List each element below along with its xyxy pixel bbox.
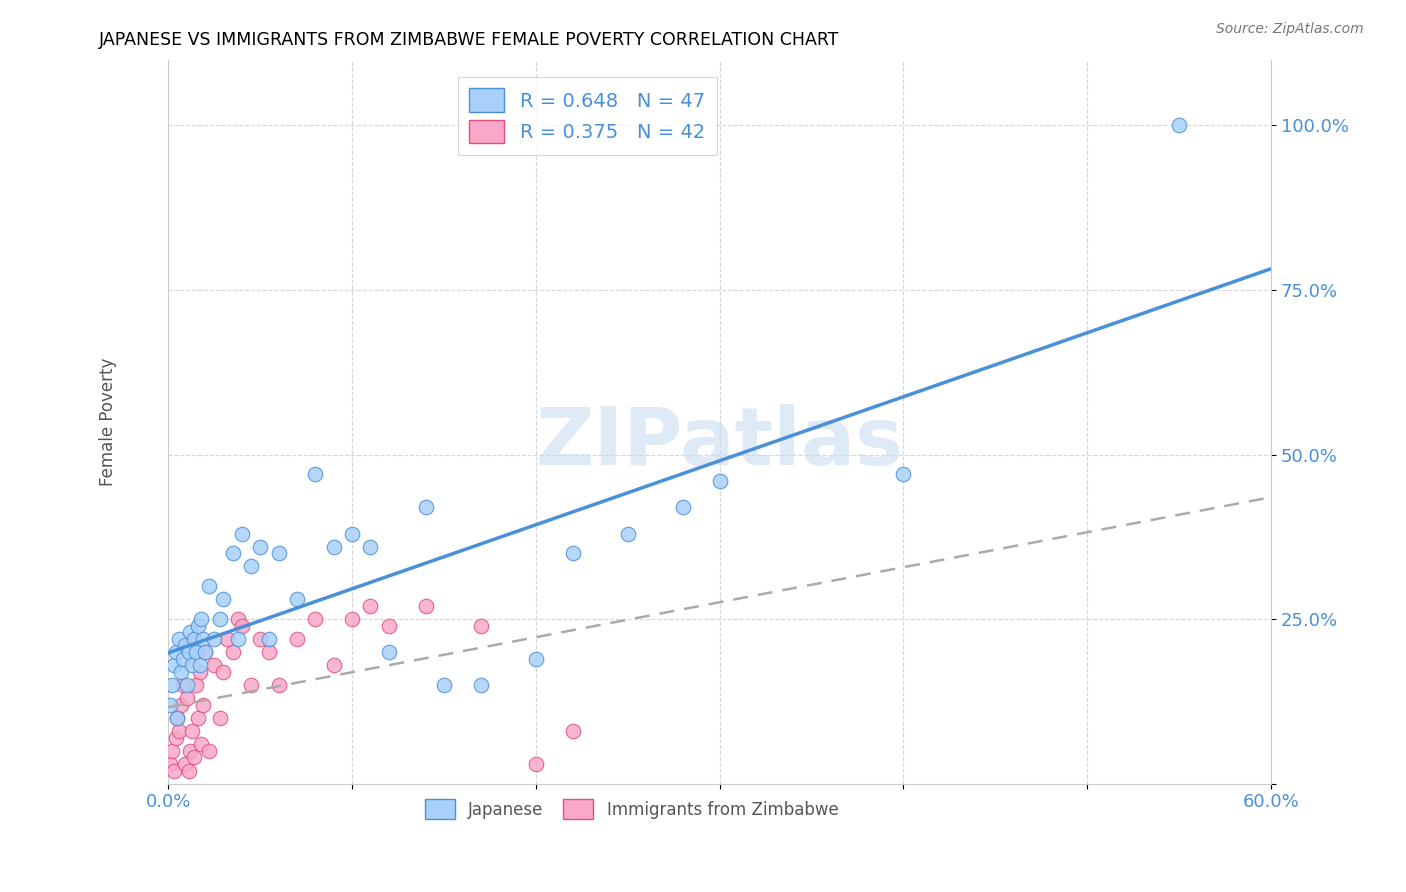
Point — [187, 619, 209, 633]
Point — [184, 678, 207, 692]
Point — [160, 678, 183, 692]
Point — [231, 619, 253, 633]
Point — [194, 645, 217, 659]
Point — [169, 632, 191, 646]
Point — [197, 744, 219, 758]
Text: Female Poverty: Female Poverty — [98, 358, 117, 486]
Point — [188, 665, 211, 679]
Point — [378, 645, 401, 659]
Point — [524, 756, 547, 771]
Point — [249, 632, 271, 646]
Point — [188, 658, 211, 673]
Point — [240, 678, 263, 692]
Point — [184, 645, 207, 659]
Point — [183, 632, 205, 646]
Point — [181, 724, 204, 739]
Point — [165, 731, 187, 745]
Point — [194, 645, 217, 659]
Point — [617, 526, 640, 541]
Point — [470, 678, 492, 692]
Point — [304, 612, 326, 626]
Point — [177, 764, 200, 778]
Point — [172, 678, 194, 692]
Point — [285, 592, 308, 607]
Point — [202, 658, 225, 673]
Point — [433, 678, 456, 692]
Point — [159, 698, 181, 712]
Point — [173, 756, 195, 771]
Point — [470, 619, 492, 633]
Point — [173, 639, 195, 653]
Point — [208, 612, 231, 626]
Point — [378, 619, 401, 633]
Point — [226, 632, 249, 646]
Point — [340, 612, 363, 626]
Point — [561, 546, 583, 560]
Point — [193, 698, 215, 712]
Point — [1168, 119, 1191, 133]
Text: JAPANESE VS IMMIGRANTS FROM ZIMBABWE FEMALE POVERTY CORRELATION CHART: JAPANESE VS IMMIGRANTS FROM ZIMBABWE FEM… — [98, 31, 839, 49]
Point — [166, 711, 188, 725]
Point — [322, 658, 344, 673]
Point — [179, 625, 201, 640]
Text: ZIPatlas: ZIPatlas — [536, 404, 904, 483]
Point — [176, 691, 198, 706]
Point — [183, 750, 205, 764]
Point — [249, 540, 271, 554]
Point — [524, 651, 547, 665]
Point — [177, 645, 200, 659]
Point — [259, 645, 281, 659]
Point — [226, 612, 249, 626]
Point — [285, 632, 308, 646]
Point — [197, 579, 219, 593]
Point — [267, 678, 290, 692]
Point — [176, 678, 198, 692]
Point — [170, 698, 193, 712]
Point — [561, 724, 583, 739]
Point — [179, 744, 201, 758]
Point — [212, 665, 235, 679]
Point — [212, 592, 235, 607]
Point — [163, 658, 186, 673]
Point — [163, 764, 186, 778]
Point — [169, 724, 191, 739]
Point — [415, 500, 437, 515]
Point — [193, 632, 215, 646]
Point — [190, 737, 212, 751]
Point — [160, 744, 183, 758]
Point — [231, 526, 253, 541]
Point — [267, 546, 290, 560]
Point — [187, 711, 209, 725]
Point — [322, 540, 344, 554]
Point — [190, 612, 212, 626]
Point — [221, 645, 243, 659]
Point — [259, 632, 281, 646]
Point — [221, 546, 243, 560]
Point — [893, 467, 915, 482]
Point — [359, 540, 381, 554]
Point — [217, 632, 239, 646]
Point — [165, 645, 187, 659]
Legend: Japanese, Immigrants from Zimbabwe: Japanese, Immigrants from Zimbabwe — [418, 792, 845, 826]
Point — [359, 599, 381, 613]
Point — [340, 526, 363, 541]
Point — [172, 651, 194, 665]
Point — [304, 467, 326, 482]
Point — [672, 500, 695, 515]
Point — [208, 711, 231, 725]
Text: Source: ZipAtlas.com: Source: ZipAtlas.com — [1216, 22, 1364, 37]
Point — [202, 632, 225, 646]
Point — [159, 756, 181, 771]
Point — [415, 599, 437, 613]
Point — [166, 711, 188, 725]
Point — [181, 658, 204, 673]
Point — [709, 474, 731, 488]
Point — [240, 559, 263, 574]
Point — [170, 665, 193, 679]
